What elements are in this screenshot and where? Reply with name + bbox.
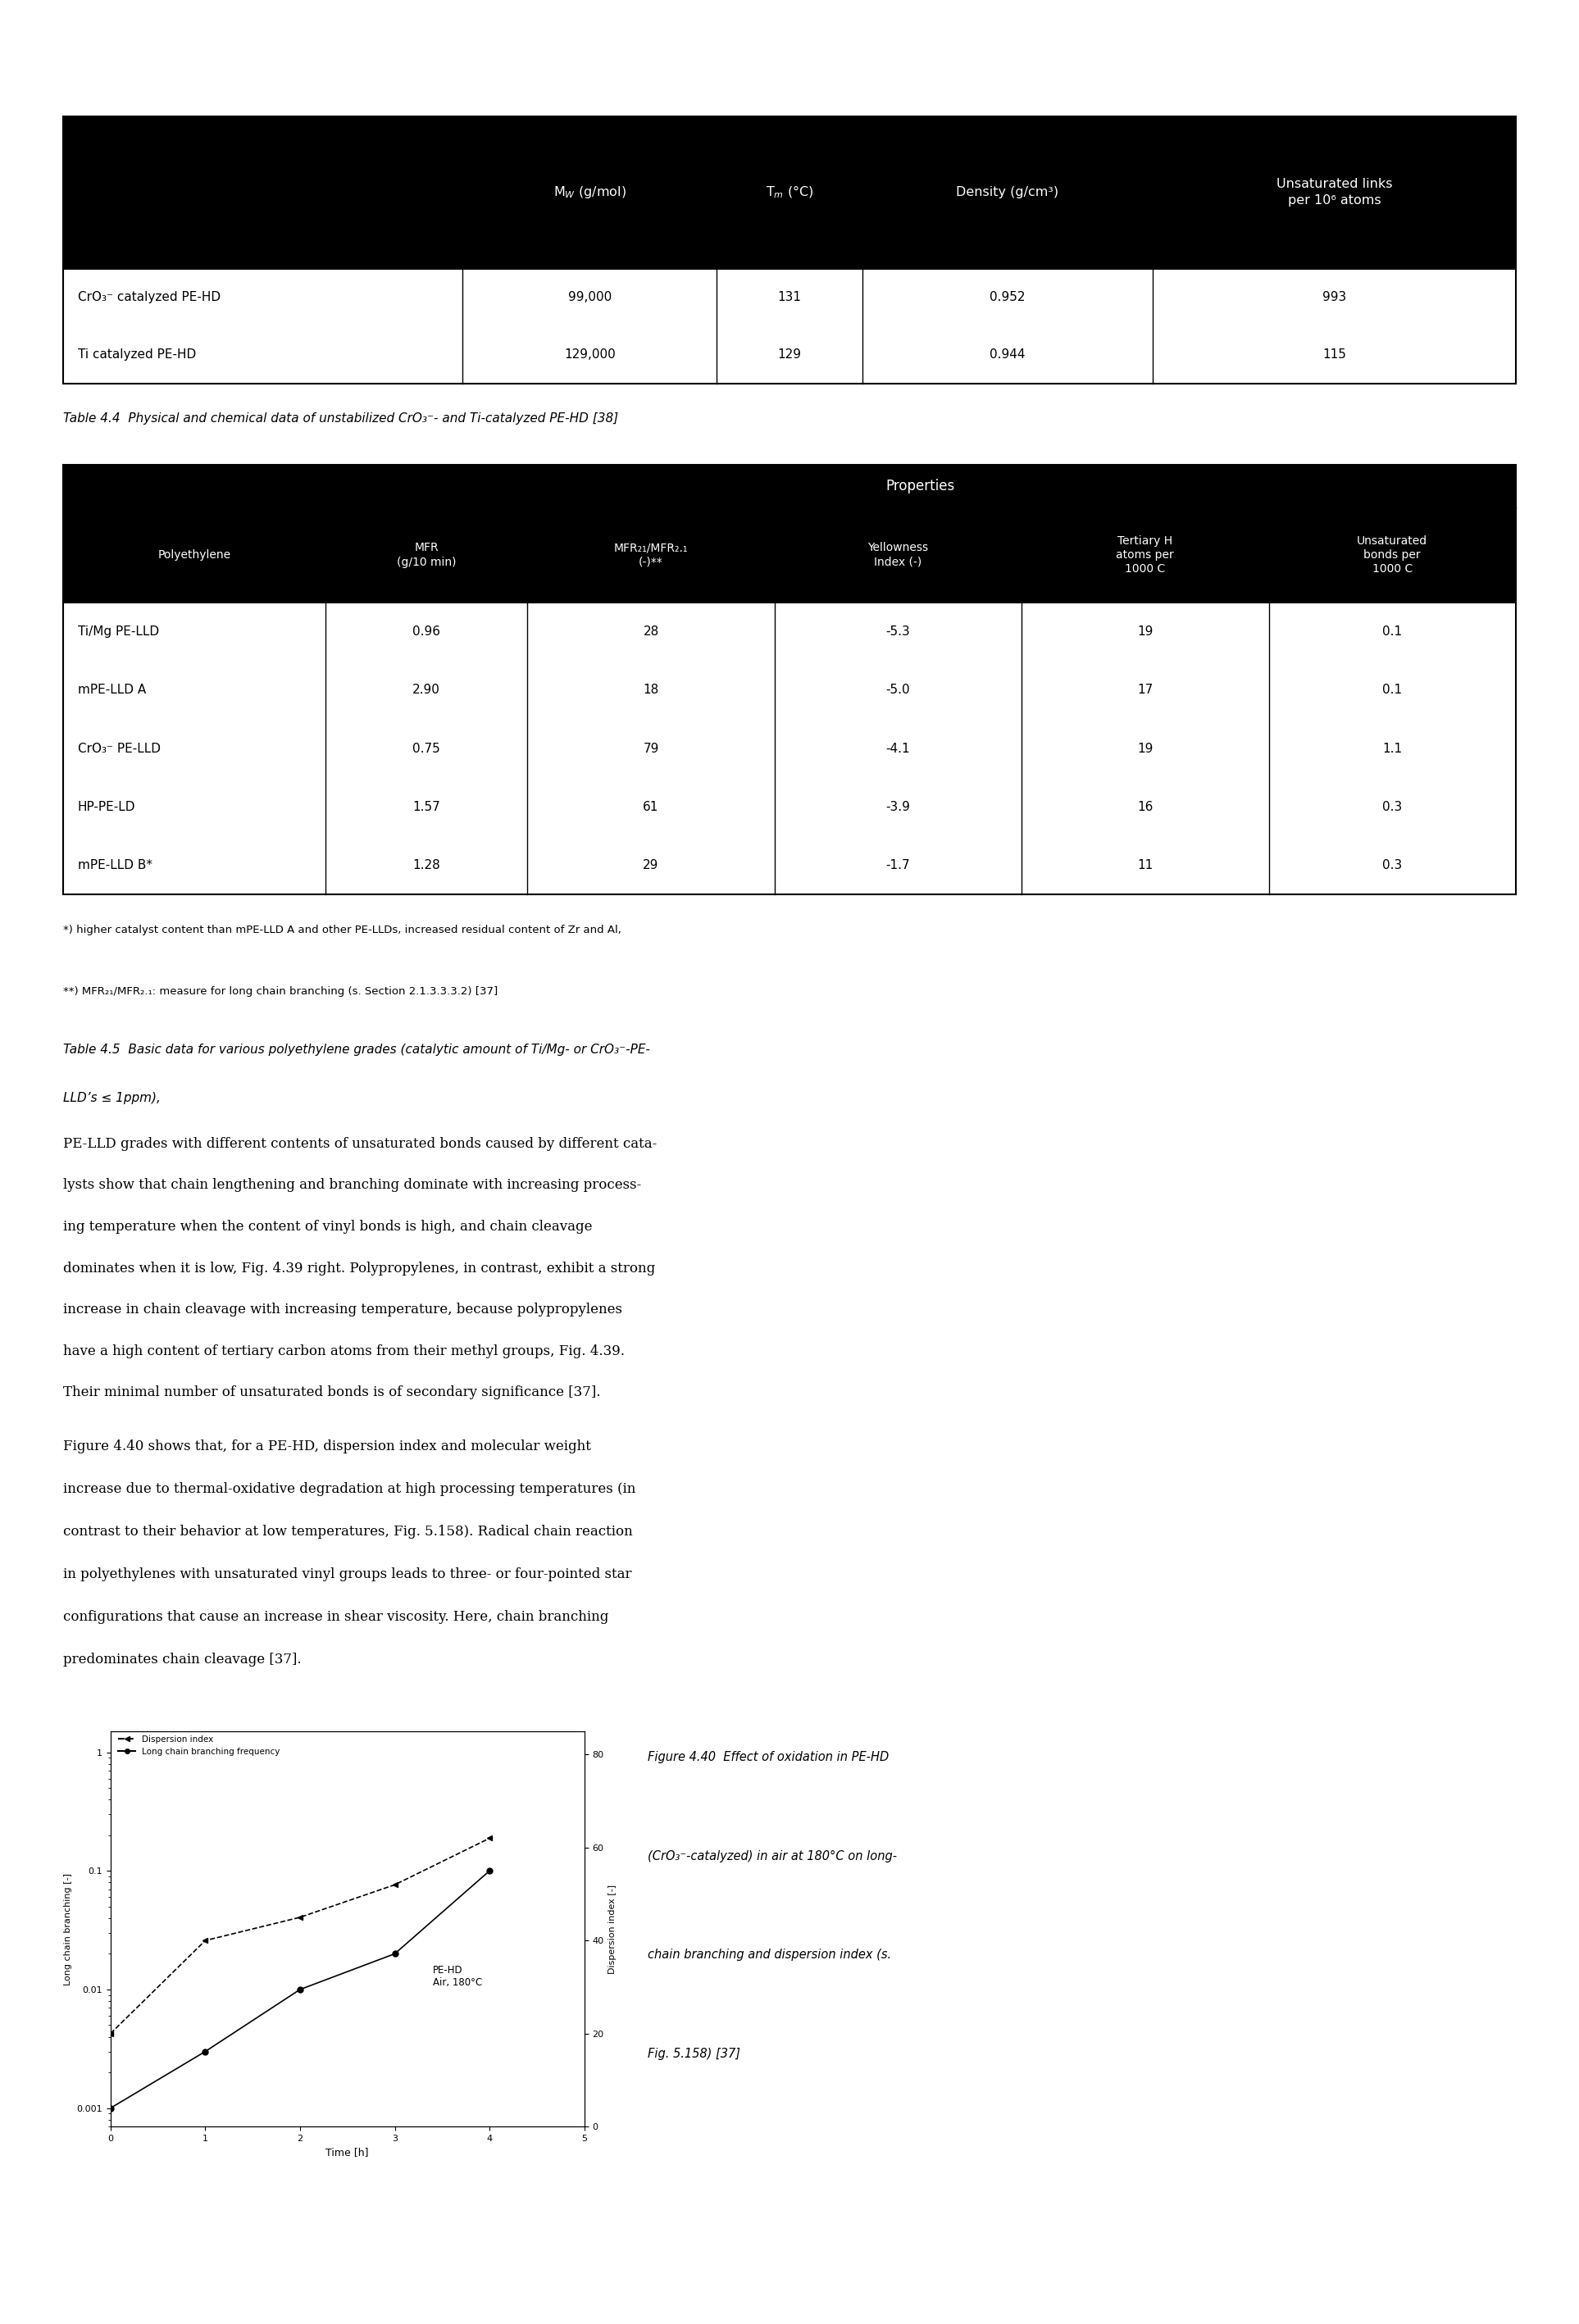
Text: 0.952: 0.952 bbox=[990, 290, 1025, 304]
Text: 4.3  Behavior of Individual Polymers    365: 4.3 Behavior of Individual Polymers 365 bbox=[1170, 35, 1540, 51]
Text: PE-HD
Air, 180°C: PE-HD Air, 180°C bbox=[433, 1964, 482, 1987]
Dispersion index bbox=[291, 1903, 309, 1931]
Text: M$_W$ (g/mol): M$_W$ (g/mol) bbox=[553, 184, 627, 200]
Text: PE-LLD grades with different contents of unsaturated bonds caused by different c: PE-LLD grades with different contents of… bbox=[63, 1136, 657, 1150]
Text: -5.3: -5.3 bbox=[886, 625, 910, 637]
Legend: Dispersion index, Long chain branching frequency: Dispersion index, Long chain branching f… bbox=[115, 1731, 284, 1759]
Dispersion index bbox=[101, 2020, 120, 2047]
Text: increase in chain cleavage with increasing temperature, because polypropylenes: increase in chain cleavage with increasi… bbox=[63, 1304, 622, 1318]
Text: Density (g/cm³): Density (g/cm³) bbox=[957, 186, 1058, 198]
Text: 18: 18 bbox=[643, 683, 658, 697]
Text: Table 4.5  Basic data for various polyethylene grades (catalytic amount of Ti/Mg: Table 4.5 Basic data for various polyeth… bbox=[63, 1043, 651, 1055]
Text: 0.944: 0.944 bbox=[990, 349, 1025, 360]
Text: Figure 4.40  Effect of oxidation in PE-HD: Figure 4.40 Effect of oxidation in PE-HD bbox=[647, 1752, 889, 1764]
Text: 17: 17 bbox=[1137, 683, 1153, 697]
Text: -5.0: -5.0 bbox=[886, 683, 910, 697]
Text: 0.1: 0.1 bbox=[1382, 625, 1402, 637]
Y-axis label: Dispersion index [-]: Dispersion index [-] bbox=[608, 1885, 616, 1973]
Text: increase due to thermal-oxidative degradation at high processing temperatures (i: increase due to thermal-oxidative degrad… bbox=[63, 1483, 636, 1497]
Text: Their minimal number of unsaturated bonds is of secondary significance [37].: Their minimal number of unsaturated bond… bbox=[63, 1385, 600, 1399]
Text: predominates chain cleavage [37].: predominates chain cleavage [37]. bbox=[63, 1652, 302, 1666]
Text: 115: 115 bbox=[1323, 349, 1345, 360]
Text: -1.7: -1.7 bbox=[886, 860, 910, 872]
Text: MFR
(g/10 min): MFR (g/10 min) bbox=[396, 541, 456, 567]
Long chain branching frequency bbox=[480, 1857, 499, 1885]
Text: 131: 131 bbox=[777, 290, 802, 304]
Text: mPE-LLD A: mPE-LLD A bbox=[77, 683, 145, 697]
Text: 19: 19 bbox=[1137, 741, 1153, 755]
Text: 29: 29 bbox=[643, 860, 658, 872]
Text: Tertiary H
atoms per
1000 C: Tertiary H atoms per 1000 C bbox=[1116, 535, 1175, 574]
Text: mPE-LLD B*: mPE-LLD B* bbox=[77, 860, 152, 872]
Text: chain branching and dispersion index (s.: chain branching and dispersion index (s. bbox=[647, 1948, 891, 1961]
Text: contrast to their behavior at low temperatures, Fig. 5.158). Radical chain react: contrast to their behavior at low temper… bbox=[63, 1525, 633, 1538]
Text: HP-PE-LD: HP-PE-LD bbox=[77, 802, 136, 813]
Bar bbox=[63, 116, 1516, 270]
Text: 1.1: 1.1 bbox=[1382, 741, 1402, 755]
Text: CrO₃⁻ PE-LLD: CrO₃⁻ PE-LLD bbox=[77, 741, 161, 755]
Text: in polyethylenes with unsaturated vinyl groups leads to three- or four-pointed s: in polyethylenes with unsaturated vinyl … bbox=[63, 1566, 632, 1580]
Text: -4.1: -4.1 bbox=[886, 741, 910, 755]
Text: 0.1: 0.1 bbox=[1382, 683, 1402, 697]
Dispersion index bbox=[196, 1927, 215, 1954]
Text: Unsaturated links
per 10⁶ atoms: Unsaturated links per 10⁶ atoms bbox=[1276, 179, 1393, 207]
Text: 28: 28 bbox=[643, 625, 658, 637]
Text: 993: 993 bbox=[1322, 290, 1347, 304]
Text: 11: 11 bbox=[1137, 860, 1153, 872]
Long chain branching frequency bbox=[196, 2038, 215, 2066]
Text: 61: 61 bbox=[643, 802, 658, 813]
Text: 1.28: 1.28 bbox=[412, 860, 441, 872]
Text: *) higher catalyst content than mPE-LLD A and other PE-LLDs, increased residual : *) higher catalyst content than mPE-LLD … bbox=[63, 925, 622, 937]
Text: **) MFR₂₁/MFR₂.₁: measure for long chain branching (s. Section 2.1.3.3.3.2) [37]: **) MFR₂₁/MFR₂.₁: measure for long chain… bbox=[63, 985, 497, 997]
Text: 1.57: 1.57 bbox=[412, 802, 441, 813]
Text: 0.75: 0.75 bbox=[412, 741, 441, 755]
Text: 99,000: 99,000 bbox=[568, 290, 611, 304]
Bar bbox=[63, 507, 1516, 602]
Text: configurations that cause an increase in shear viscosity. Here, chain branching: configurations that cause an increase in… bbox=[63, 1611, 608, 1624]
Text: LLD’s ≤ 1ppm),: LLD’s ≤ 1ppm), bbox=[63, 1092, 161, 1104]
Text: ing temperature when the content of vinyl bonds is high, and chain cleavage: ing temperature when the content of viny… bbox=[63, 1220, 592, 1234]
Text: 0.3: 0.3 bbox=[1382, 802, 1402, 813]
X-axis label: Time [h]: Time [h] bbox=[325, 2147, 369, 2159]
Text: Fig. 5.158) [37]: Fig. 5.158) [37] bbox=[647, 2047, 741, 2059]
Text: 129: 129 bbox=[777, 349, 802, 360]
Text: Unsaturated
bonds per
1000 C: Unsaturated bonds per 1000 C bbox=[1356, 535, 1427, 574]
Text: Polyethylene: Polyethylene bbox=[158, 548, 231, 560]
Text: Properties: Properties bbox=[886, 479, 955, 493]
Text: 16: 16 bbox=[1137, 802, 1153, 813]
Text: Ti/Mg PE-LLD: Ti/Mg PE-LLD bbox=[77, 625, 159, 637]
Long chain branching frequency bbox=[101, 2094, 120, 2122]
Text: lysts show that chain lengthening and branching dominate with increasing process: lysts show that chain lengthening and br… bbox=[63, 1178, 641, 1192]
Line: Long chain branching frequency: Long chain branching frequency bbox=[107, 1868, 493, 2110]
Line: Dispersion index: Dispersion index bbox=[107, 1836, 493, 2036]
Text: have a high content of tertiary carbon atoms from their methyl groups, Fig. 4.39: have a high content of tertiary carbon a… bbox=[63, 1343, 625, 1357]
Dispersion index bbox=[385, 1871, 404, 1899]
Text: (CrO₃⁻-catalyzed) in air at 180°C on long-: (CrO₃⁻-catalyzed) in air at 180°C on lon… bbox=[647, 1850, 897, 1862]
Bar bbox=[325, 465, 1516, 509]
Text: Figure 4.40 shows that, for a PE-HD, dispersion index and molecular weight: Figure 4.40 shows that, for a PE-HD, dis… bbox=[63, 1439, 591, 1452]
Text: MFR₂₁/MFR₂.₁
(-)**: MFR₂₁/MFR₂.₁ (-)** bbox=[614, 541, 688, 567]
Text: 2.90: 2.90 bbox=[412, 683, 441, 697]
Long chain branching frequency bbox=[291, 1975, 309, 2003]
Text: Ti catalyzed PE-HD: Ti catalyzed PE-HD bbox=[77, 349, 196, 360]
Text: dominates when it is low, Fig. 4.39 right. Polypropylenes, in contrast, exhibit : dominates when it is low, Fig. 4.39 righ… bbox=[63, 1262, 655, 1276]
Text: 0.96: 0.96 bbox=[412, 625, 441, 637]
Text: T$_m$ (°C): T$_m$ (°C) bbox=[766, 184, 813, 200]
Dispersion index bbox=[480, 1824, 499, 1852]
Text: CrO₃⁻ catalyzed PE-HD: CrO₃⁻ catalyzed PE-HD bbox=[77, 290, 221, 304]
Text: 19: 19 bbox=[1137, 625, 1153, 637]
Text: -3.9: -3.9 bbox=[886, 802, 911, 813]
Text: Yellowness
Index (-): Yellowness Index (-) bbox=[868, 541, 928, 567]
Y-axis label: Long chain branching [-]: Long chain branching [-] bbox=[63, 1873, 73, 1985]
Bar bbox=[63, 465, 325, 509]
Long chain branching frequency bbox=[385, 1941, 404, 1968]
Text: 0.3: 0.3 bbox=[1382, 860, 1402, 872]
Text: 129,000: 129,000 bbox=[564, 349, 616, 360]
Text: 79: 79 bbox=[643, 741, 658, 755]
Text: Table 4.4  Physical and chemical data of unstabilized CrO₃⁻- and Ti-catalyzed PE: Table 4.4 Physical and chemical data of … bbox=[63, 411, 619, 425]
